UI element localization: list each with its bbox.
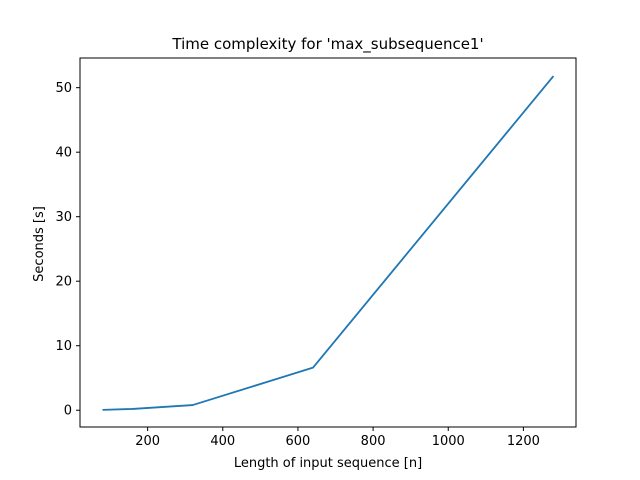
chart-title: Time complexity for 'max_subsequence1' (171, 35, 483, 54)
x-tick-label: 1200 (507, 434, 540, 449)
x-tick-label: 200 (135, 434, 160, 449)
y-tick-label: 10 (55, 339, 72, 354)
y-tick-label: 0 (64, 404, 72, 419)
y-tick-label: 50 (55, 81, 72, 96)
x-tick-label: 600 (286, 434, 311, 449)
y-tick-label: 40 (55, 146, 72, 161)
y-axis-title: Seconds [s] (32, 206, 47, 282)
x-tick-label: 400 (210, 434, 235, 449)
y-tick-label: 20 (55, 275, 72, 290)
y-tick-label: 30 (55, 210, 72, 225)
plot-area: 200 400 600 800 1000 1200 0 10 20 30 40 50 (55, 57, 577, 449)
series-line-0 (102, 75, 555, 411)
x-tick-label: 800 (361, 434, 386, 449)
plot-frame (79, 57, 577, 428)
x-axis-title: Length of input sequence [n] (234, 456, 422, 471)
x-tick-label: 1000 (432, 434, 465, 449)
